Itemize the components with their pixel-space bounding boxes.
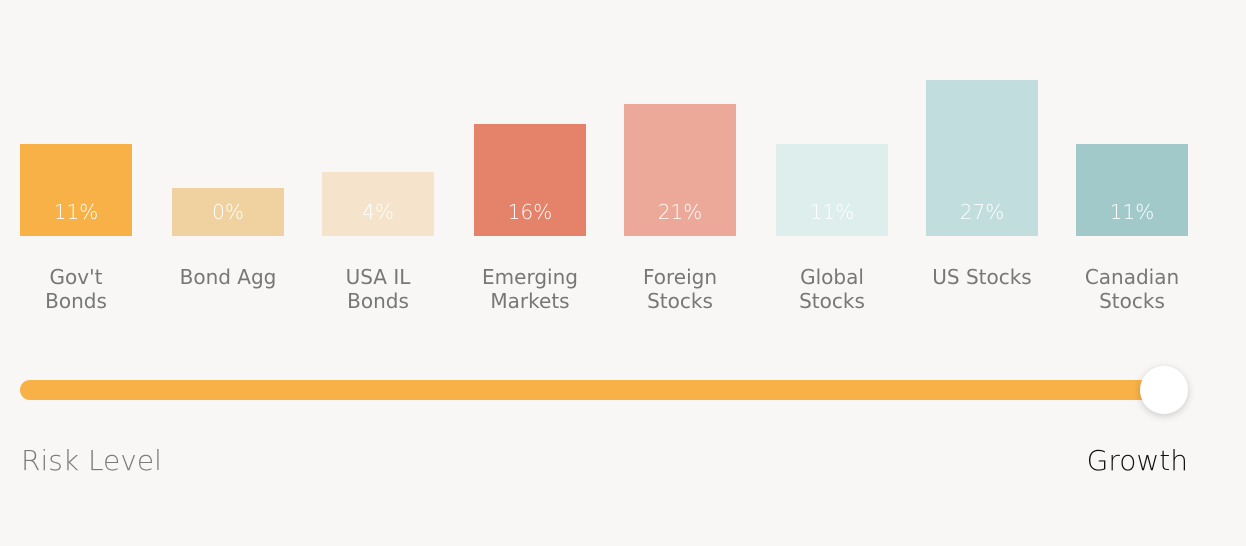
bar-3	[474, 124, 586, 236]
category-label: Canadian	[1085, 265, 1179, 289]
category-label: Gov't	[50, 265, 103, 289]
bar-value-label: 27%	[960, 200, 1004, 224]
bar-5	[776, 144, 888, 236]
category-label: Bonds	[45, 289, 107, 313]
category-label: Bonds	[347, 289, 409, 313]
bar-value-label: 21%	[658, 200, 702, 224]
category-label: Stocks	[1099, 289, 1165, 313]
risk-level-label: Risk Level	[21, 444, 162, 477]
bar-4	[624, 104, 736, 236]
bar-6	[926, 80, 1038, 236]
risk-slider-thumb[interactable]	[1140, 366, 1188, 414]
bar-7	[1076, 144, 1188, 236]
bar-value-label: 0%	[212, 200, 244, 224]
bar-value-label: 11%	[1110, 200, 1154, 224]
bar-value-label: 16%	[508, 200, 552, 224]
category-label: Stocks	[647, 289, 713, 313]
bar-2	[322, 172, 434, 236]
category-label: USA IL	[346, 265, 412, 289]
bar-0	[20, 144, 132, 236]
category-label: Global	[800, 265, 864, 289]
category-label: Emerging	[482, 265, 578, 289]
bar-1	[172, 188, 284, 236]
category-label: Foreign	[643, 265, 717, 289]
category-label: Markets	[490, 289, 569, 313]
risk-level-value: Growth	[1086, 444, 1188, 477]
category-label: Bond Agg	[180, 265, 277, 289]
bar-value-label: 11%	[54, 200, 98, 224]
bar-value-label: 4%	[362, 200, 394, 224]
risk-slider-track[interactable]	[20, 366, 1188, 414]
category-label: US Stocks	[932, 265, 1031, 289]
risk-slider-fill	[20, 380, 1188, 400]
bar-value-label: 11%	[810, 200, 854, 224]
category-label: Stocks	[799, 289, 865, 313]
